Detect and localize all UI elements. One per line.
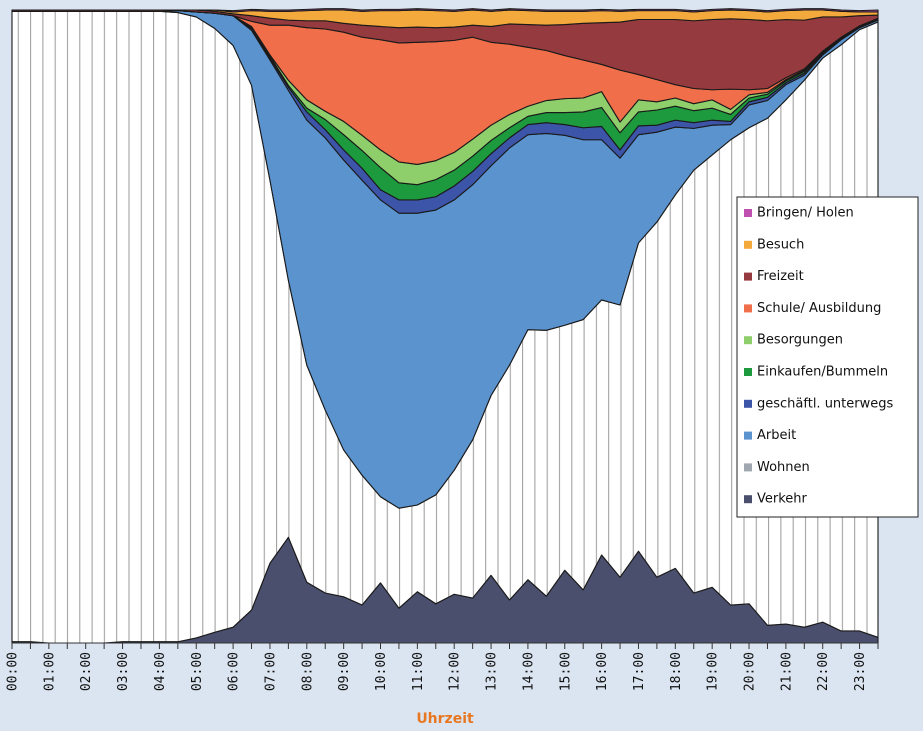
x-tick-label: 02:00 bbox=[79, 652, 94, 691]
legend-swatch bbox=[744, 240, 752, 249]
legend-swatch bbox=[744, 495, 752, 504]
area-series bbox=[11, 8, 879, 13]
legend: Bringen/ Holen Besuch Freizeit Schule/ Ausb… bbox=[736, 196, 919, 518]
x-tick-label: 12:00 bbox=[448, 652, 463, 691]
x-axis-title: Uhrzeit bbox=[416, 711, 474, 727]
legend-swatch bbox=[744, 304, 752, 313]
x-tick-label: 14:00 bbox=[521, 652, 536, 691]
legend-swatch bbox=[744, 336, 752, 345]
legend-swatch bbox=[744, 431, 752, 440]
legend-label: Einkaufen/Bummeln bbox=[757, 365, 888, 380]
legend-swatch bbox=[744, 368, 752, 376]
x-tick-label: 04:00 bbox=[153, 652, 168, 691]
x-tick-label: 09:00 bbox=[337, 652, 352, 691]
x-tick-label: 07:00 bbox=[263, 652, 278, 691]
x-tick-label: 08:00 bbox=[300, 652, 315, 691]
x-tick-label: 05:00 bbox=[190, 652, 205, 691]
x-tick-label: 19:00 bbox=[706, 652, 721, 691]
legend-label: Freizeit bbox=[757, 269, 804, 284]
legend-swatch bbox=[744, 209, 752, 217]
x-tick-label: 06:00 bbox=[227, 652, 242, 691]
x-tick-label: 17:00 bbox=[632, 652, 647, 691]
x-tick-label: 00:00 bbox=[6, 652, 21, 691]
x-tick-label: 21:00 bbox=[779, 652, 794, 691]
legend-box bbox=[736, 196, 919, 518]
legend-swatch bbox=[744, 272, 752, 281]
x-tick-label: 15:00 bbox=[558, 652, 573, 691]
x-tick-label: 18:00 bbox=[669, 652, 684, 691]
x-tick-label: 13:00 bbox=[485, 652, 500, 691]
legend-swatch bbox=[744, 399, 752, 408]
legend-swatch bbox=[744, 463, 752, 472]
legend-label: Wohnen bbox=[757, 460, 810, 475]
x-tick-label: 03:00 bbox=[116, 652, 131, 691]
legend-label: Besorgungen bbox=[757, 333, 843, 348]
x-tick-label: 01:00 bbox=[42, 652, 57, 691]
legend-label: Bringen/ Holen bbox=[757, 206, 854, 221]
x-tick-label: 22:00 bbox=[816, 652, 831, 691]
x-tick-label: 16:00 bbox=[595, 652, 610, 691]
x-tick-label: 20:00 bbox=[743, 652, 758, 691]
legend-label: geschäftl. unterwegs bbox=[757, 396, 893, 411]
x-tick-label: 11:00 bbox=[411, 652, 426, 691]
x-tick-label: 23:00 bbox=[853, 652, 868, 691]
legend-label: Arbeit bbox=[757, 428, 796, 443]
legend-label: Verkehr bbox=[757, 492, 808, 507]
legend-label: Schule/ Ausbildung bbox=[757, 301, 881, 316]
legend-label: Besuch bbox=[757, 237, 804, 252]
x-tick-label: 10:00 bbox=[374, 652, 389, 691]
